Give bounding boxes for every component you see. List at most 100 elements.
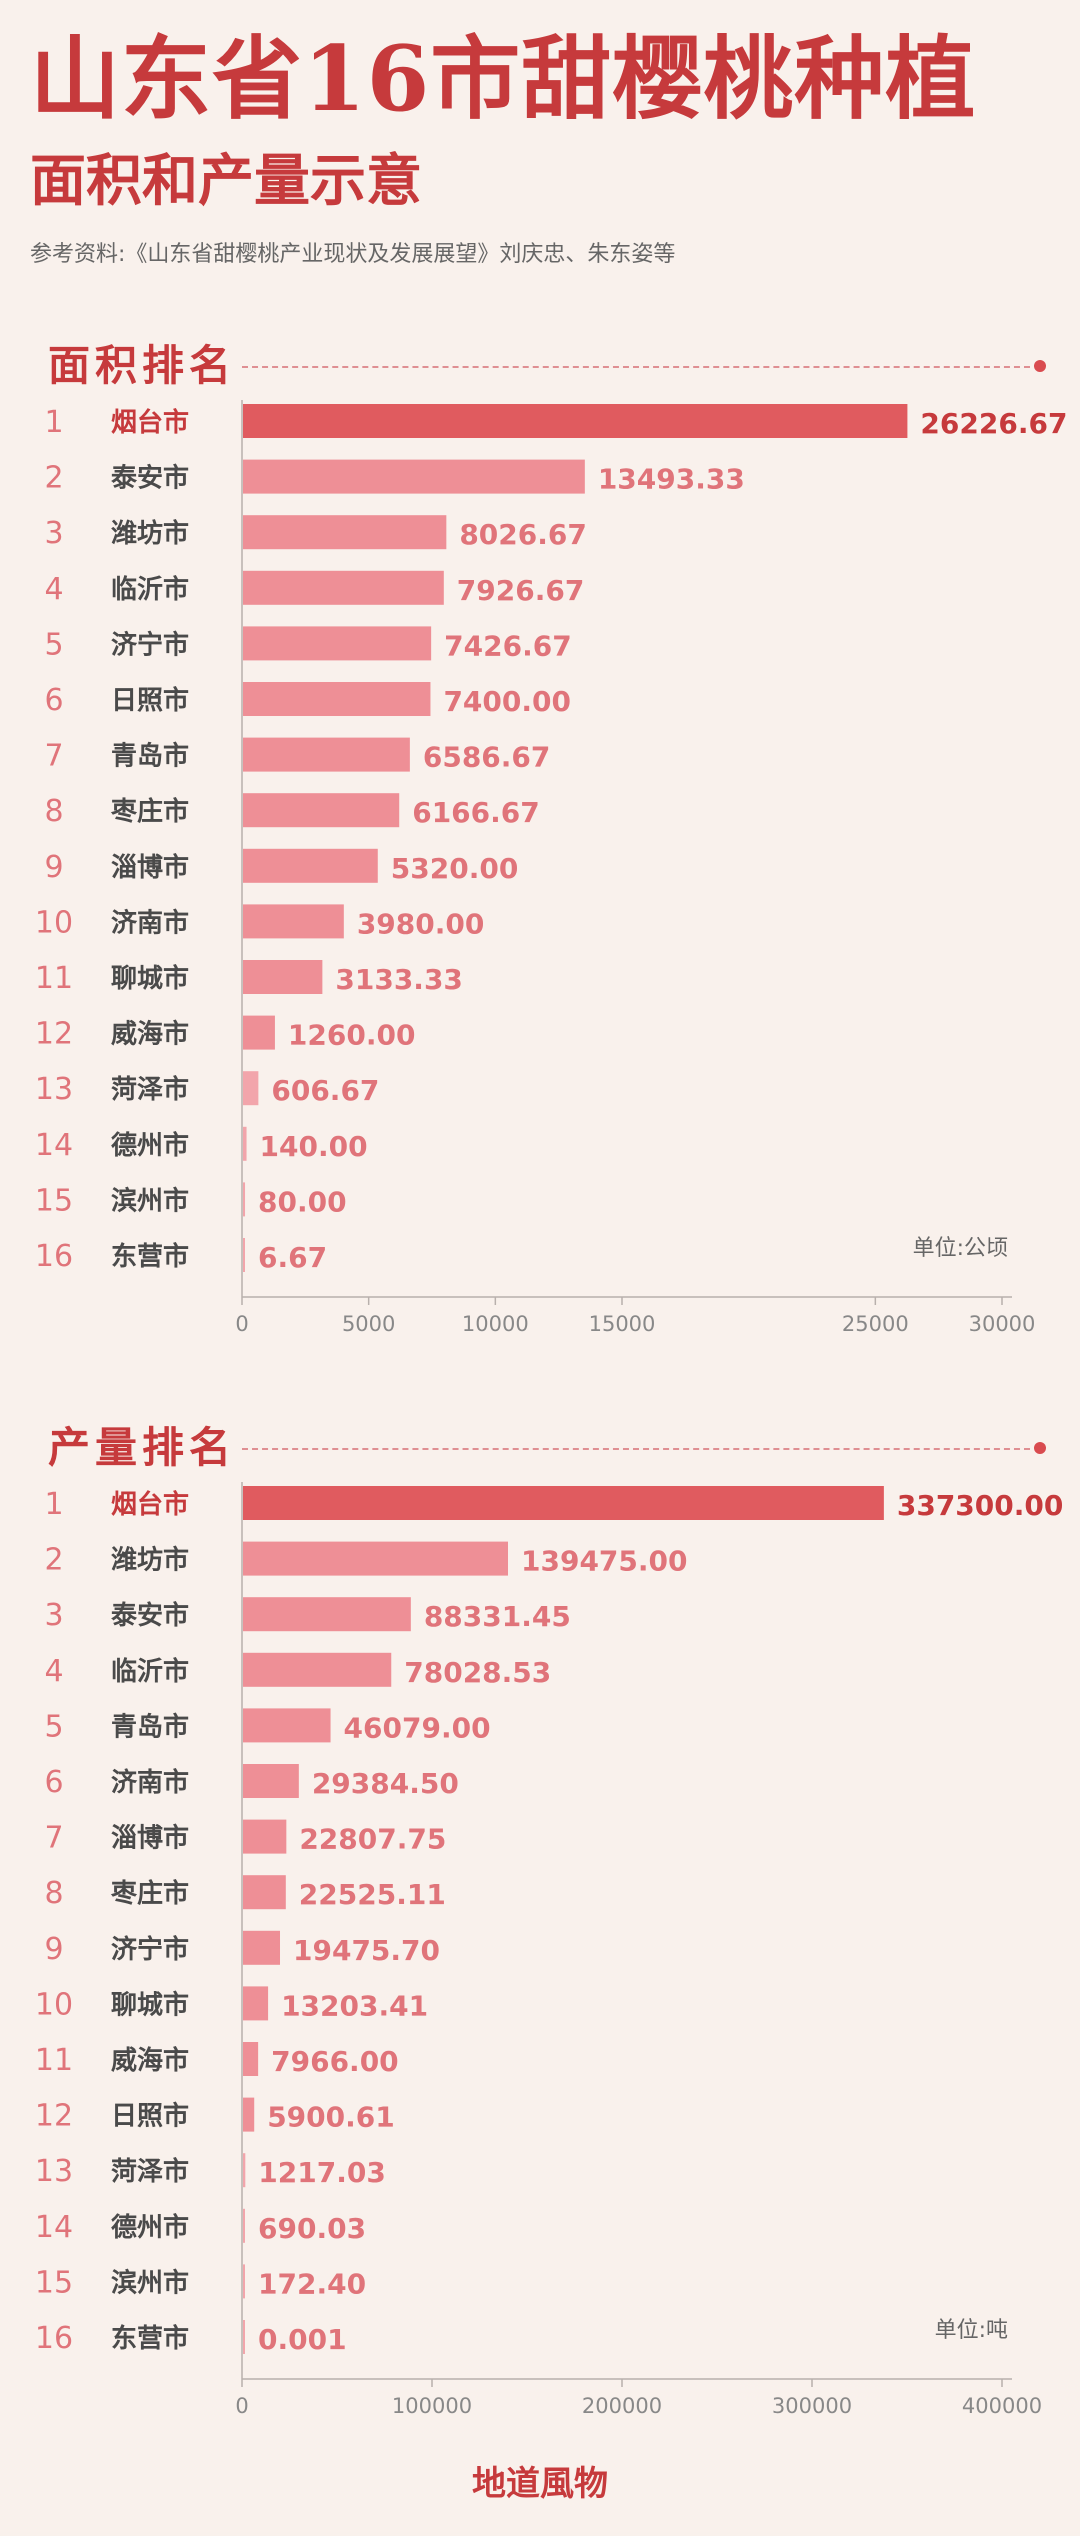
area-rank-label: 4 (44, 572, 63, 607)
area-rank-label: 12 (35, 1017, 73, 1052)
output-bar (243, 1819, 287, 1854)
area-category-label: 东营市 (111, 1241, 189, 1272)
area-value-label: 7400.00 (443, 685, 571, 718)
output-category-label: 泰安市 (111, 1600, 189, 1631)
output-x-tick-label: 200000 (582, 2394, 662, 2418)
area-rank-label: 10 (35, 905, 73, 940)
output-category-label: 临沂市 (111, 1656, 189, 1687)
output-category-label: 威海市 (111, 2045, 189, 2076)
output-rank-label: 7 (44, 1821, 63, 1856)
output-category-label: 青岛市 (111, 1711, 189, 1742)
output-category-label: 枣庄市 (110, 1878, 189, 1909)
output-bar (243, 2208, 245, 2243)
area-bar (243, 1182, 246, 1217)
area-rank-label: 7 (44, 739, 63, 774)
output-bar (243, 2042, 259, 2076)
output-bar (243, 2264, 245, 2299)
area-bar (243, 459, 585, 494)
output-rank-label: 13 (35, 2154, 73, 2189)
output-rank-label: 16 (35, 2321, 73, 2356)
output-rank-label: 8 (44, 1876, 63, 1911)
output-value-label: 337300.00 (897, 1489, 1064, 1522)
area-rank-label: 13 (35, 1072, 73, 1107)
output-bar (243, 2320, 245, 2354)
area-bar (243, 1238, 245, 1272)
output-value-label: 1217.03 (258, 2156, 386, 2189)
output-rank-label: 12 (35, 2099, 73, 2134)
output-value-label: 29384.50 (312, 1767, 459, 1800)
output-value-label: 78028.53 (404, 1656, 551, 1689)
output-category-label: 日照市 (111, 2101, 189, 2132)
area-value-label: 6166.67 (412, 796, 540, 829)
area-value-label: 6586.67 (423, 741, 551, 774)
output-value-label: 0.001 (258, 2323, 347, 2356)
area-category-label: 滨州市 (111, 1185, 189, 1216)
area-bar (243, 682, 431, 716)
output-rank-label: 10 (35, 1987, 73, 2022)
output-value-label: 22525.11 (299, 1878, 446, 1911)
output-bar (243, 1652, 392, 1687)
area-value-label: 3980.00 (357, 907, 485, 940)
area-category-label: 日照市 (111, 685, 189, 716)
area-bar (243, 1015, 275, 1050)
area-rank-label: 14 (35, 1128, 73, 1163)
area-value-label: 80.00 (258, 1185, 347, 1218)
area-rank-label: 3 (44, 516, 63, 551)
output-category-label: 济南市 (111, 1767, 189, 1798)
area-value-label: 6.67 (258, 1241, 327, 1274)
area-rank-label: 2 (44, 461, 63, 496)
output-bar (243, 1541, 509, 1576)
area-category-label: 济宁市 (111, 629, 189, 660)
output-rank-label: 5 (44, 1709, 63, 1744)
area-category-label: 烟台市 (111, 407, 189, 438)
area-heading-divider (242, 366, 1030, 368)
brand-logo: 地道風物 (472, 2464, 608, 2504)
output-x-tick-label: 300000 (772, 2394, 852, 2418)
output-rank-label: 9 (44, 1932, 63, 1967)
output-bar (243, 1597, 411, 1632)
output-category-label: 潍坊市 (111, 1545, 189, 1576)
area-bar (243, 904, 344, 939)
area-bar-chart: 1 烟台市 26226.67 2 泰安市 13493.33 3 潍坊市 8026.67 4 临沂市 7… (35, 400, 1067, 1336)
output-bar (243, 1764, 299, 1798)
area-value-label: 7426.67 (444, 629, 572, 662)
output-rank-label: 6 (44, 1765, 63, 1800)
area-bar (243, 960, 323, 994)
area-rank-label: 16 (35, 1239, 73, 1274)
source-note: 参考资料:《山东省甜樱桃产业现状及发展展望》刘庆忠、朱东姿等 (30, 242, 676, 267)
area-category-label: 威海市 (111, 1019, 189, 1050)
area-rank-label: 15 (35, 1183, 73, 1218)
output-value-label: 5900.61 (267, 2101, 395, 2134)
output-heading-divider (242, 1448, 1030, 1450)
output-category-label: 聊城市 (111, 1989, 189, 2020)
area-rank-label: 11 (35, 961, 73, 996)
output-bar (243, 1986, 269, 2021)
area-category-label: 聊城市 (111, 963, 189, 994)
area-x-tick-label: 30000 (969, 1312, 1036, 1336)
area-bar (243, 848, 378, 883)
page-subtitle: 面积和产量示意 (30, 148, 422, 214)
output-heading-dot (1034, 1442, 1046, 1454)
output-rank-label: 4 (44, 1654, 63, 1689)
area-bar (243, 1071, 259, 1106)
output-rank-label: 14 (35, 2210, 73, 2245)
output-category-label: 东营市 (111, 2323, 189, 2354)
output-value-label: 46079.00 (344, 1711, 491, 1744)
output-rank-label: 1 (44, 1487, 63, 1522)
area-rank-label: 5 (44, 627, 63, 662)
area-rank-label: 6 (44, 683, 63, 718)
area-bar (243, 515, 447, 550)
area-value-label: 7926.67 (457, 574, 585, 607)
area-rank-label: 1 (44, 405, 63, 440)
area-category-label: 菏泽市 (111, 1074, 189, 1105)
area-category-label: 济南市 (111, 907, 189, 938)
output-x-tick-label: 400000 (962, 2394, 1042, 2418)
area-value-label: 606.67 (271, 1074, 379, 1107)
output-value-label: 19475.70 (293, 1934, 440, 1967)
output-category-label: 菏泽市 (111, 2156, 189, 2187)
area-value-label: 8026.67 (459, 518, 587, 551)
area-category-label: 潍坊市 (111, 518, 189, 549)
output-rank-label: 15 (35, 2265, 73, 2300)
output-bar-chart: 1 烟台市 337300.00 2 潍坊市 139475.00 3 泰安市 88331.45 4 临… (35, 1482, 1064, 2418)
output-unit-label: 单位:吨 (935, 2318, 1008, 2343)
